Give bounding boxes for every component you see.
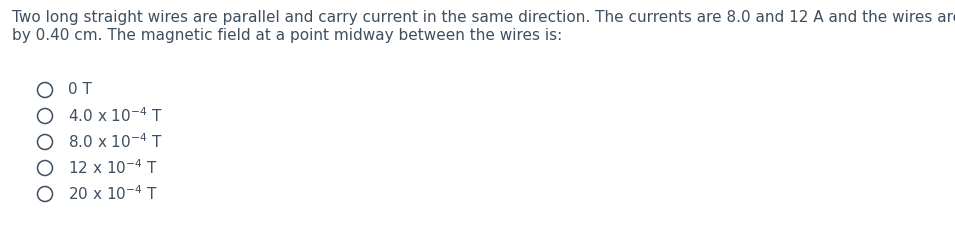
Text: 0 T: 0 T	[68, 82, 92, 98]
Text: 12 x 10$^{−4}$ T: 12 x 10$^{−4}$ T	[68, 159, 159, 177]
Text: 8.0 x 10$^{−4}$ T: 8.0 x 10$^{−4}$ T	[68, 133, 163, 151]
Text: 4.0 x 10$^{−4}$ T: 4.0 x 10$^{−4}$ T	[68, 107, 163, 125]
Text: Two long straight wires are parallel and carry current in the same direction. Th: Two long straight wires are parallel and…	[12, 10, 955, 25]
Text: 20 x 10$^{−4}$ T: 20 x 10$^{−4}$ T	[68, 185, 159, 203]
Text: by 0.40 cm. The magnetic field at a point midway between the wires is:: by 0.40 cm. The magnetic field at a poin…	[12, 28, 562, 43]
